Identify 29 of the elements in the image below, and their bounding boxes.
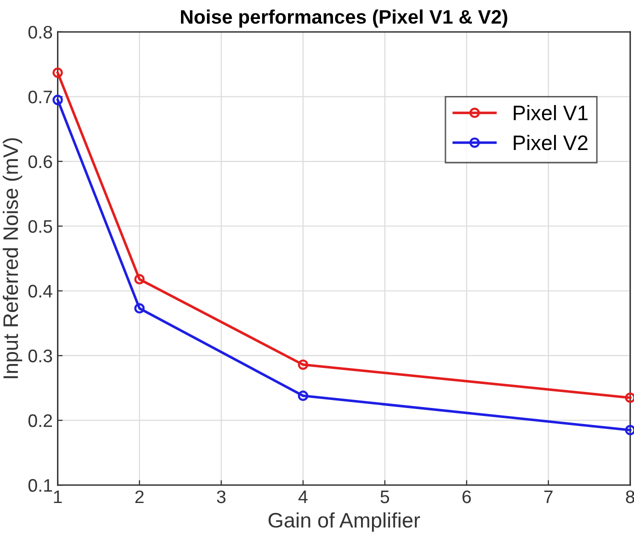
point (624, 392, 634, 403)
x-tick-label: 5 (380, 490, 390, 504)
y-tick-label: 0.3 (28, 350, 52, 362)
x-tick-label: 6 (462, 490, 471, 504)
legend-label: Pixel V2 (514, 134, 588, 150)
x-tick-label: 7 (544, 490, 553, 504)
chart-title: Noise performances (Pixel V1 & V2) (180, 9, 508, 28)
point (298, 390, 308, 401)
y-tick-label: 0.8 (28, 26, 52, 39)
y-tick-label: 0.7 (28, 90, 52, 104)
point (52, 67, 63, 78)
x-tick-label: 8 (626, 490, 634, 504)
y-tick-label: 0.1 (28, 479, 52, 492)
y-tick-label: 0.4 (28, 284, 52, 298)
x-axis-title: Gain of Amplifier (268, 512, 420, 532)
y-tick-label: 0.2 (28, 414, 52, 428)
x-tick-label: 2 (135, 490, 144, 504)
point (134, 274, 145, 284)
x-tick-label: 4 (298, 490, 308, 504)
point (624, 424, 634, 436)
y-axis-title: Input Referred Noise (mV) (2, 138, 22, 378)
x-tick-label: 3 (216, 490, 226, 504)
legend-label: Pixel V1 (514, 105, 588, 120)
point (298, 359, 308, 370)
x-tick-label: 1 (54, 490, 62, 504)
point (52, 94, 63, 106)
point (134, 303, 145, 314)
y-tick-label: 0.6 (28, 155, 52, 168)
y-tick-label: 0.5 (28, 220, 52, 233)
